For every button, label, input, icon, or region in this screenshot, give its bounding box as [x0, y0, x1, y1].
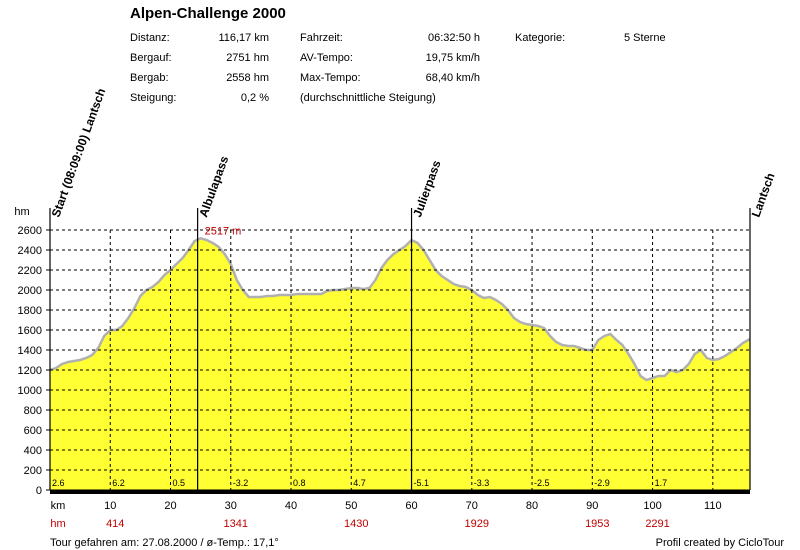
x-tick-label: 100	[643, 500, 661, 512]
bergauf-value: 2751 hm	[226, 52, 269, 64]
y-tick-label: 400	[24, 445, 42, 457]
x-axis-bar	[50, 490, 750, 494]
segment-gradient-label: -2.9	[594, 478, 610, 488]
max-tempo-label: Max-Tempo:	[300, 72, 361, 84]
kategorie-label: Kategorie:	[515, 32, 566, 44]
steigung-value: 0,2 %	[240, 92, 269, 104]
x-tick-label: 90	[586, 500, 598, 512]
y-tick-label: 1200	[18, 365, 42, 377]
segment-ascent-label: 1929	[465, 518, 489, 530]
waypoint-label: Albulapass	[196, 154, 231, 219]
waypoint-label: Julierpass	[410, 158, 444, 219]
x-tick-label: 110	[704, 500, 722, 512]
x-tick-label: 20	[164, 500, 176, 512]
segment-gradient-label: -3.3	[474, 478, 490, 488]
y-tick-label: 1000	[18, 385, 42, 397]
waypoint-label: Start (08:09:00) Lantsch	[49, 86, 109, 219]
segment-ascent-label: 1430	[344, 518, 368, 530]
segment-gradient-label: 1.7	[655, 478, 668, 488]
kategorie-value: 5 Sterne	[624, 32, 666, 44]
elevation-area	[50, 238, 750, 490]
x-tick-label: 80	[526, 500, 538, 512]
footer-tour-info: Tour gefahren am: 27.08.2000 / ø-Temp.: …	[50, 537, 279, 549]
bergab-value: 2558 hm	[226, 72, 269, 84]
distanz-value: 116,17 km	[218, 32, 269, 44]
footer-credit: Profil created by CicloTour	[655, 537, 784, 549]
segment-gradient-label: 0.5	[173, 478, 186, 488]
x-tick-label: 10	[104, 500, 116, 512]
x-tick-label: 40	[285, 500, 297, 512]
fahrzeit-label: Fahrzeit:	[300, 32, 343, 44]
segment-ascent-label: 1953	[585, 518, 609, 530]
segment-ascent-label: 414	[106, 518, 124, 530]
bergab-label: Bergab:	[130, 72, 169, 84]
segment-ascent-unit: hm	[50, 518, 65, 530]
x-tick-label: 70	[466, 500, 478, 512]
y-tick-label: 2400	[18, 245, 42, 257]
distanz-label: Distanz:	[130, 32, 170, 44]
y-tick-label: 2000	[18, 285, 42, 297]
segment-ascent-label: 2291	[645, 518, 669, 530]
waypoint-label: Lantsch	[749, 171, 778, 219]
y-tick-label: 600	[24, 425, 42, 437]
tour-title: Alpen-Challenge 2000	[130, 5, 286, 22]
segment-gradient-label: 6.2	[112, 478, 125, 488]
steigung-label: Steigung:	[130, 92, 177, 104]
segment-gradient-label: -3.2	[233, 478, 249, 488]
x-tick-label: 30	[225, 500, 237, 512]
peak-label: 2517 m	[205, 225, 242, 237]
av-tempo-value: 19,75 km/h	[425, 52, 480, 64]
fahrzeit-value: 06:32:50 h	[428, 32, 480, 44]
segment-gradient-label: 4.7	[353, 478, 366, 488]
x-axis-label: km	[51, 500, 66, 512]
y-tick-label: 0	[36, 485, 42, 497]
av-tempo-label: AV-Tempo:	[300, 52, 353, 64]
segment-gradient-label: 0.8	[293, 478, 306, 488]
y-tick-label: 800	[24, 405, 42, 417]
y-tick-label: 2600	[18, 225, 42, 237]
y-tick-label: 2200	[18, 265, 42, 277]
y-tick-label: 200	[24, 465, 42, 477]
segment-gradient-label: 2.6	[52, 478, 65, 488]
x-tick-label: 60	[405, 500, 417, 512]
x-tick-label: 50	[345, 500, 357, 512]
y-axis-label: hm	[14, 206, 29, 218]
max-tempo-value: 68,40 km/h	[425, 72, 480, 84]
steigung-note: (durchschnittliche Steigung)	[300, 92, 436, 104]
segment-gradient-label: -5.1	[414, 478, 430, 488]
segment-gradient-label: -2.5	[534, 478, 550, 488]
y-tick-label: 1400	[18, 345, 42, 357]
y-tick-label: 1800	[18, 305, 42, 317]
bergauf-label: Bergauf:	[130, 52, 172, 64]
segment-ascent-label: 1341	[224, 518, 248, 530]
y-tick-label: 1600	[18, 325, 42, 337]
